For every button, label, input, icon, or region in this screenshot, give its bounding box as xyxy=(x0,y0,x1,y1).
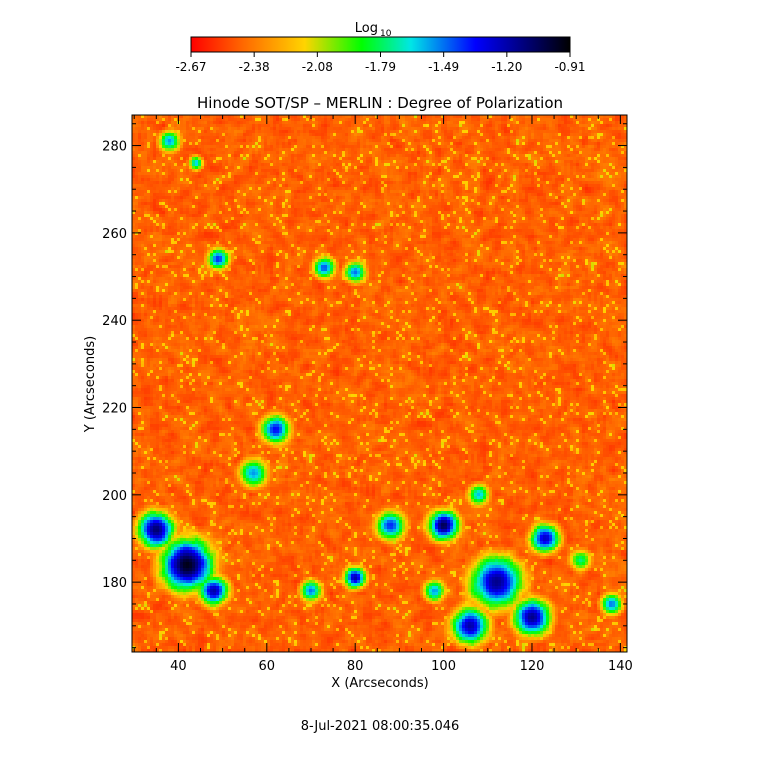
colorbar-tick-label: -2.08 xyxy=(302,60,333,74)
chart-title: Hinode SOT/SP – MERLIN : Degree of Polar… xyxy=(197,94,563,112)
x-tick-label: 80 xyxy=(347,659,364,674)
axis-ticks: 40 60 80 100 120 140 180 200 220 240 260 280 xyxy=(102,115,633,674)
heatmap-image xyxy=(132,115,627,652)
colorbar-tick-label: -2.67 xyxy=(175,60,206,74)
y-tick-label: 280 xyxy=(102,140,127,155)
x-tick-label: 40 xyxy=(170,659,187,674)
colorbar-tick-label: -0.91 xyxy=(554,60,585,74)
x-tick-label: 140 xyxy=(608,659,633,674)
colorbar-bar xyxy=(190,36,571,53)
colorbar-tick-label: -1.79 xyxy=(365,60,396,74)
colorbar-ticks: -2.67 -2.38 -2.08 -1.79 -1.49 -1.20 -0.91 xyxy=(175,52,586,74)
colorbar-tick-label: -2.38 xyxy=(239,60,270,74)
colorbar: Log 10 -2.67 -2.38 -2.08 -1.79 -1.49 -1.20 -0.… xyxy=(175,21,585,74)
timestamp: 8-Jul-2021 08:00:35.046 xyxy=(301,719,460,734)
y-tick-label: 240 xyxy=(102,314,127,329)
x-axis-label: X (Arcseconds) xyxy=(331,676,428,691)
y-axis-label: Y (Arcseconds) xyxy=(83,336,98,433)
colorbar-label: Log xyxy=(355,21,378,36)
plot-frame xyxy=(131,114,628,653)
heatmap-area xyxy=(132,115,627,652)
y-tick-label: 200 xyxy=(102,489,127,504)
colorbar-label-subscript: 10 xyxy=(380,29,392,39)
x-tick-label: 60 xyxy=(259,659,276,674)
y-tick-label: 180 xyxy=(102,576,127,591)
y-tick-label: 260 xyxy=(102,227,127,242)
colorbar-tick-label: -1.20 xyxy=(491,60,522,74)
x-tick-label: 120 xyxy=(520,659,545,674)
y-tick-label: 220 xyxy=(102,402,127,417)
x-tick-label: 100 xyxy=(431,659,456,674)
colorbar-tick-label: -1.49 xyxy=(428,60,459,74)
